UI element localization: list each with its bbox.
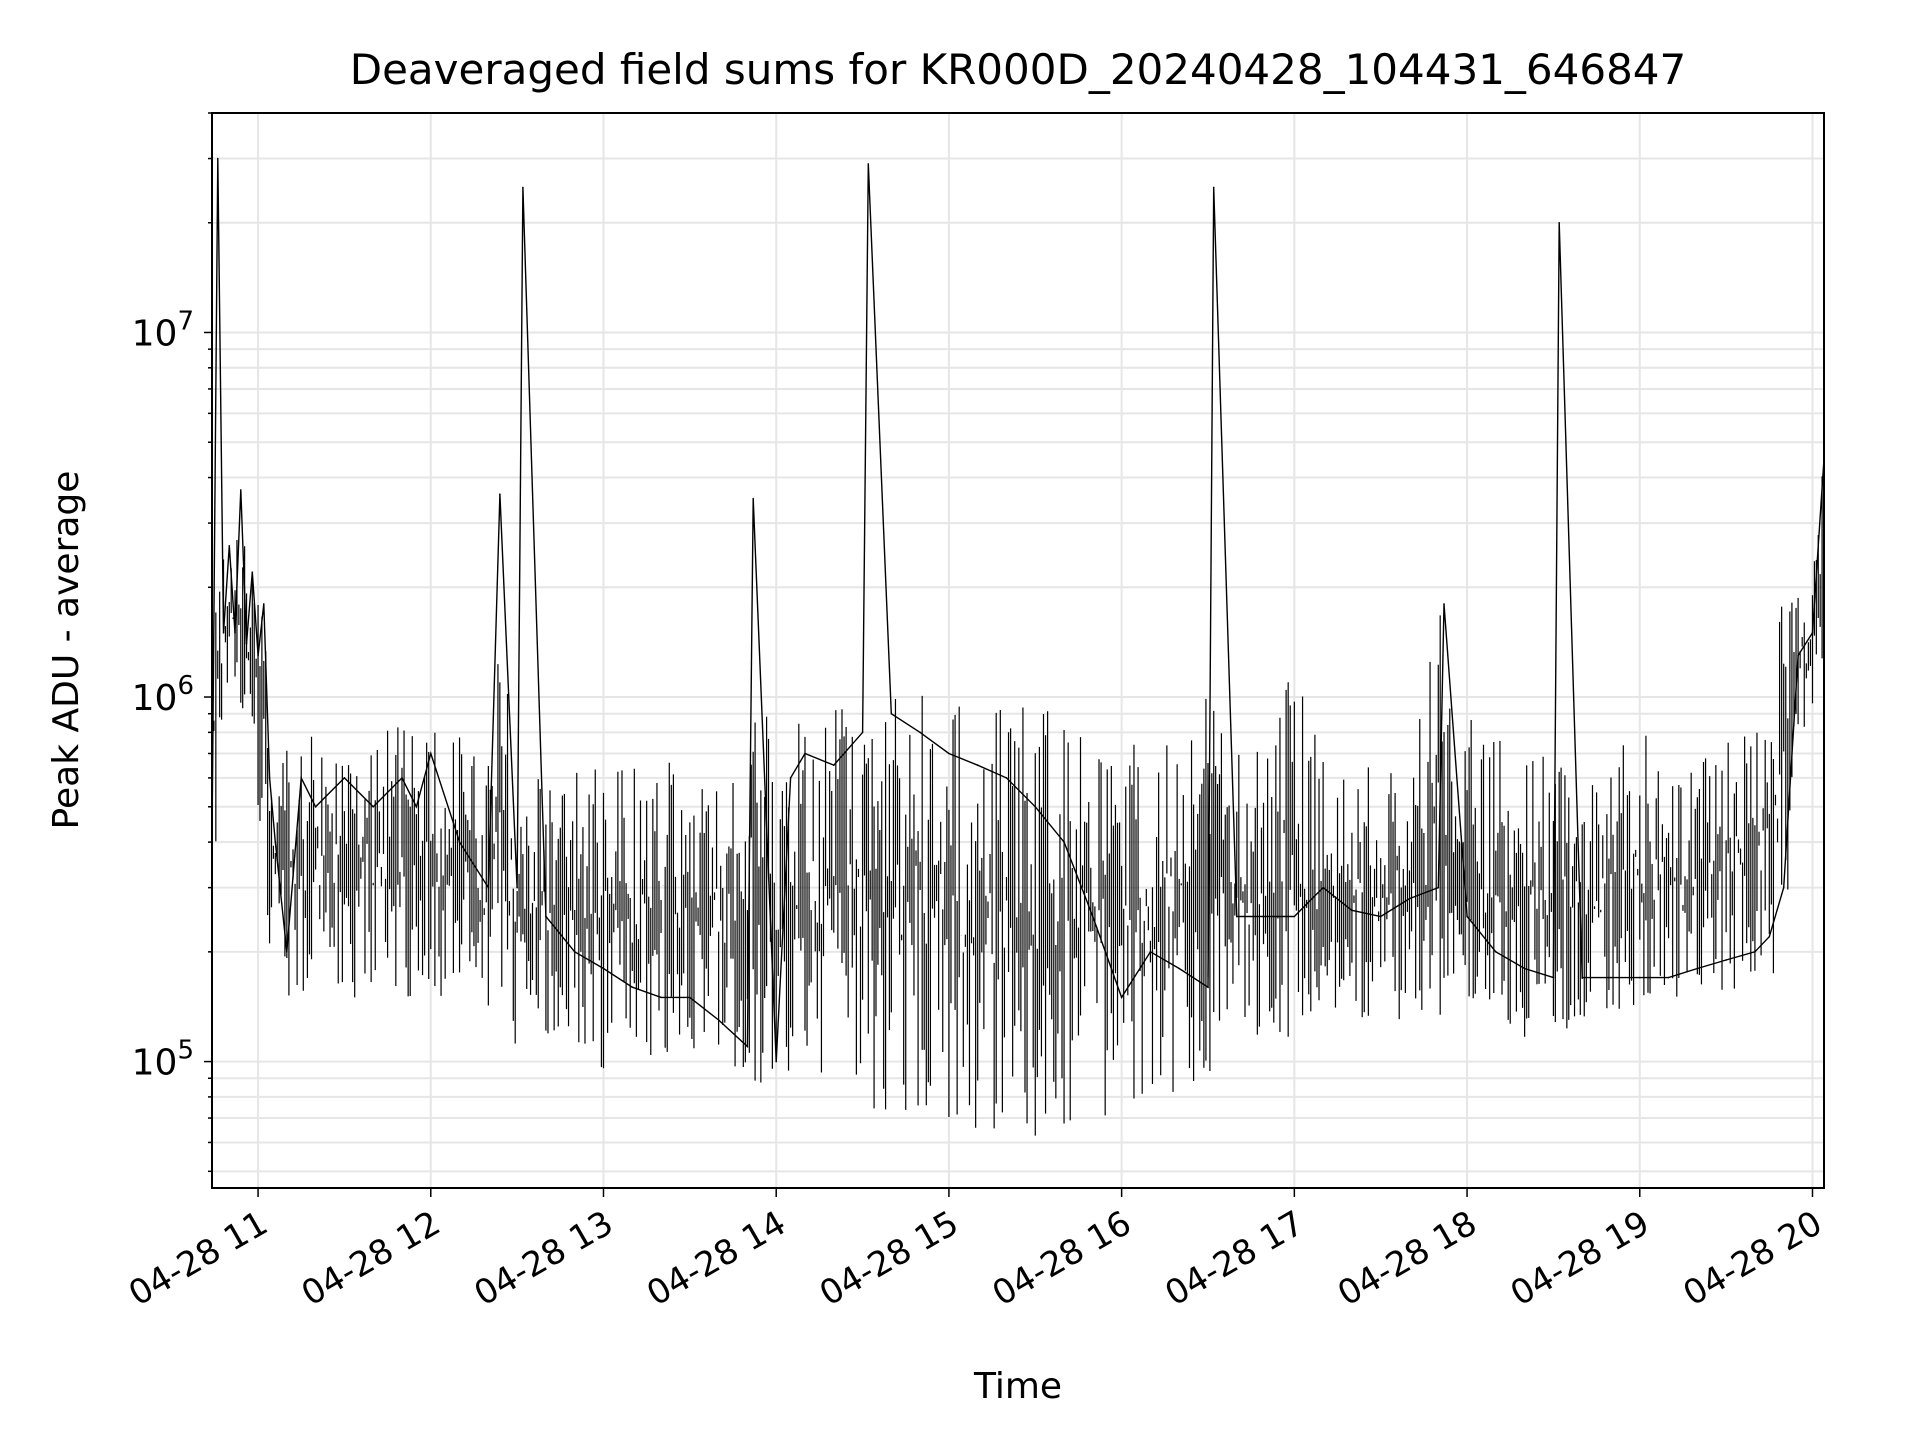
series-0-point bbox=[948, 752, 950, 755]
y-tick-label-exponent: 6 bbox=[177, 671, 194, 701]
series-0-point bbox=[516, 886, 518, 889]
series-0-point bbox=[458, 841, 461, 843]
series-0-point bbox=[775, 1060, 777, 1063]
series-0-point bbox=[832, 764, 835, 767]
series-0-point bbox=[976, 764, 979, 767]
series-0-point bbox=[216, 157, 219, 160]
series-0-point bbox=[522, 186, 524, 189]
series-0-point bbox=[1523, 967, 1526, 970]
series-0-point bbox=[867, 163, 870, 165]
series-0-point bbox=[1351, 909, 1353, 912]
series-0-point bbox=[890, 712, 893, 715]
series-0-point bbox=[1120, 996, 1123, 999]
series-0-point bbox=[1581, 976, 1583, 979]
series-0-point bbox=[314, 805, 317, 808]
series-0-point bbox=[1207, 986, 1209, 988]
series-0-point bbox=[1235, 915, 1238, 918]
series-0-point bbox=[1558, 221, 1560, 224]
series-0-point bbox=[1495, 951, 1497, 953]
series-0-point bbox=[487, 886, 490, 889]
series-0-point bbox=[239, 489, 242, 491]
y-tick-label-base: 10 bbox=[132, 313, 178, 354]
series-0-point bbox=[343, 777, 346, 779]
series-0-point bbox=[1725, 959, 1727, 961]
y-tick-label: 107 bbox=[132, 306, 194, 354]
series-0-point bbox=[300, 777, 303, 779]
series-0-point bbox=[1466, 915, 1468, 918]
series-0-point bbox=[1063, 841, 1065, 843]
series-0-point bbox=[1264, 915, 1267, 918]
series-0-point bbox=[631, 986, 634, 988]
series-0-point bbox=[1797, 654, 1799, 657]
series-0-point bbox=[545, 915, 547, 918]
series-0-point bbox=[804, 752, 806, 755]
series-layer bbox=[211, 157, 1825, 1136]
series-0-point bbox=[268, 777, 271, 779]
series-0-point bbox=[573, 951, 576, 953]
series-0-point bbox=[752, 497, 754, 500]
series-0-point bbox=[274, 841, 277, 843]
series-0-point bbox=[1638, 976, 1641, 979]
y-tick-label-exponent: 5 bbox=[177, 1036, 194, 1066]
series-0-point bbox=[1811, 632, 1814, 634]
series-0-point bbox=[717, 1019, 720, 1021]
series-0-point bbox=[1322, 886, 1324, 889]
series-0-point bbox=[1610, 976, 1612, 979]
y-tick-label-base: 10 bbox=[132, 678, 178, 719]
y-tick-label-base: 10 bbox=[132, 1043, 178, 1084]
series-0-point bbox=[1443, 603, 1445, 605]
series-0-point bbox=[1034, 805, 1037, 808]
series-0-point bbox=[1149, 951, 1152, 953]
chart-title: Deaveraged field sums for KR000D_2024042… bbox=[350, 45, 1687, 94]
series-0-point bbox=[499, 493, 501, 496]
series-0-point bbox=[415, 805, 418, 808]
series-0-point bbox=[689, 996, 691, 999]
series-0-point bbox=[1696, 967, 1699, 970]
series-0-point bbox=[1768, 935, 1771, 938]
x-axis-label: Time bbox=[973, 1366, 1062, 1407]
y-tick-label: 105 bbox=[132, 1036, 194, 1084]
series-0-point bbox=[861, 731, 864, 734]
series-0-point bbox=[245, 642, 248, 645]
series-0-point bbox=[257, 654, 259, 657]
y-axis-label: Peak ADU - average bbox=[46, 471, 87, 830]
series-0-point bbox=[746, 1045, 749, 1048]
series-0-point bbox=[372, 805, 375, 808]
series-0-point bbox=[234, 632, 236, 634]
series-0-point bbox=[660, 996, 662, 999]
series-0-point bbox=[1782, 886, 1785, 889]
series-0-point bbox=[1437, 886, 1440, 889]
y-tick-label: 106 bbox=[132, 671, 194, 719]
series-0-point bbox=[251, 571, 254, 573]
series-0-point bbox=[1667, 976, 1670, 979]
y-tick-label-exponent: 7 bbox=[177, 306, 194, 336]
series-0-point bbox=[222, 632, 225, 634]
series-0-point bbox=[602, 967, 605, 970]
series-0-point bbox=[1754, 951, 1756, 953]
series-0-point bbox=[919, 731, 921, 734]
series-0-point bbox=[286, 951, 288, 953]
series-0-point bbox=[1408, 897, 1411, 900]
plot-area-frame bbox=[211, 112, 1825, 1189]
series-0-point bbox=[1379, 915, 1382, 918]
series-0-point bbox=[1552, 976, 1555, 979]
series-0-point bbox=[1293, 915, 1296, 918]
series-0-point bbox=[1212, 186, 1215, 189]
series-0-point bbox=[1092, 915, 1094, 918]
series-0-point bbox=[1178, 967, 1180, 970]
series-0-point bbox=[789, 777, 792, 779]
series-0-point bbox=[1005, 777, 1008, 779]
series-0-point bbox=[401, 777, 403, 779]
series-0-point bbox=[429, 752, 432, 755]
series-0-point bbox=[263, 603, 265, 605]
series-0-point bbox=[228, 544, 231, 547]
